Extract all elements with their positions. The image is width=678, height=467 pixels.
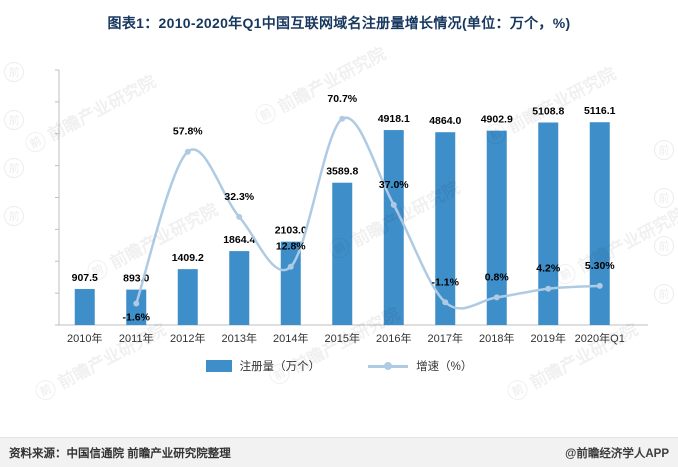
growth-line-point	[133, 300, 140, 307]
growth-line-point	[236, 213, 243, 220]
bar-value-label: 4918.1	[378, 113, 410, 125]
bar-value-label: 4864.0	[429, 115, 461, 127]
bar-8	[486, 130, 507, 325]
growth-line-point	[442, 299, 449, 306]
bar-value-label: 4902.9	[481, 114, 513, 126]
x-tick-label: 2015年	[325, 331, 360, 345]
bar-value-label: 1864.4	[223, 234, 255, 246]
bar-5	[332, 182, 353, 325]
chart-title: 图表1：2010-2020年Q1中国互联网域名注册量增长情况(单位：万个，%)	[107, 15, 571, 31]
bar-3	[229, 251, 250, 325]
growth-value-label: 37.0%	[379, 179, 409, 191]
growth-line-point	[184, 148, 191, 155]
growth-value-label: 0.8%	[485, 271, 510, 283]
legend-bar-label: 注册量（万个）	[239, 361, 321, 373]
source-note: 资料来源：中国信通院 前瞻产业研究院整理	[9, 447, 231, 460]
growth-value-label: 12.8%	[276, 241, 306, 253]
bar-value-label: 5108.8	[532, 106, 564, 118]
bar-value-label: 3589.8	[326, 166, 358, 178]
line-marker-dot	[384, 362, 393, 370]
bar-4	[280, 241, 301, 325]
footer-bar: 资料来源：中国信通院 前瞻产业研究院整理 @前瞻经济学人APP	[0, 437, 678, 467]
x-tick-label: 2010年	[67, 331, 102, 345]
growth-value-label: -1.1%	[432, 276, 460, 288]
x-tick-label: 2014年	[273, 331, 308, 345]
x-tick-label: 2017年	[428, 331, 463, 345]
bar-2	[177, 269, 198, 325]
growth-line-point	[493, 294, 500, 301]
growth-line-point	[339, 115, 346, 122]
growth-line-point	[390, 201, 397, 208]
bar-0	[74, 289, 95, 325]
line-series-swatch	[368, 362, 409, 370]
x-tick-label: 2018年	[479, 331, 514, 345]
credit-note: @前瞻经济学人APP	[565, 447, 669, 460]
growth-value-label: 5.30%	[585, 260, 615, 272]
growth-line-point	[596, 282, 603, 289]
bar-7	[435, 132, 456, 325]
bar-value-label: 5116.1	[584, 105, 616, 117]
legend-item-growth: 增速（%）	[368, 358, 472, 374]
growth-value-label: 57.8%	[173, 126, 203, 138]
bar-1	[126, 289, 147, 325]
growth-line-point	[287, 263, 294, 270]
growth-line-point	[545, 285, 552, 292]
bar-6	[383, 130, 404, 325]
x-tick-label: 2020年Q1	[575, 331, 625, 345]
x-tick-label: 2016年	[376, 331, 411, 345]
chart-legend: 注册量（万个） 增速（%）	[0, 358, 678, 374]
legend-line-label: 增速（%）	[416, 361, 473, 373]
x-tick-label: 2011年	[119, 331, 154, 345]
x-tick-label: 2013年	[222, 331, 257, 345]
x-tick-label: 2019年	[531, 331, 566, 345]
bar-series-swatch	[205, 360, 232, 372]
growth-value-label: -1.6%	[123, 312, 151, 324]
growth-value-label: 32.3%	[224, 191, 254, 203]
growth-value-label: 4.2%	[536, 263, 561, 275]
legend-item-registrations: 注册量（万个）	[205, 358, 321, 374]
growth-line	[135, 116, 600, 310]
chart-canvas: 2010年 2011年 2012年 2013年 2014年 2015年 2016年 2017年…	[55, 69, 648, 345]
bar-9	[538, 122, 559, 326]
bar-10	[589, 122, 610, 325]
bar-value-label: 2103.0	[275, 225, 307, 237]
x-tick-label: 2012年	[170, 331, 205, 345]
bar-value-label: 907.5	[72, 272, 98, 284]
growth-value-label: 70.7%	[327, 93, 357, 105]
bar-value-label: 1409.2	[172, 252, 204, 264]
